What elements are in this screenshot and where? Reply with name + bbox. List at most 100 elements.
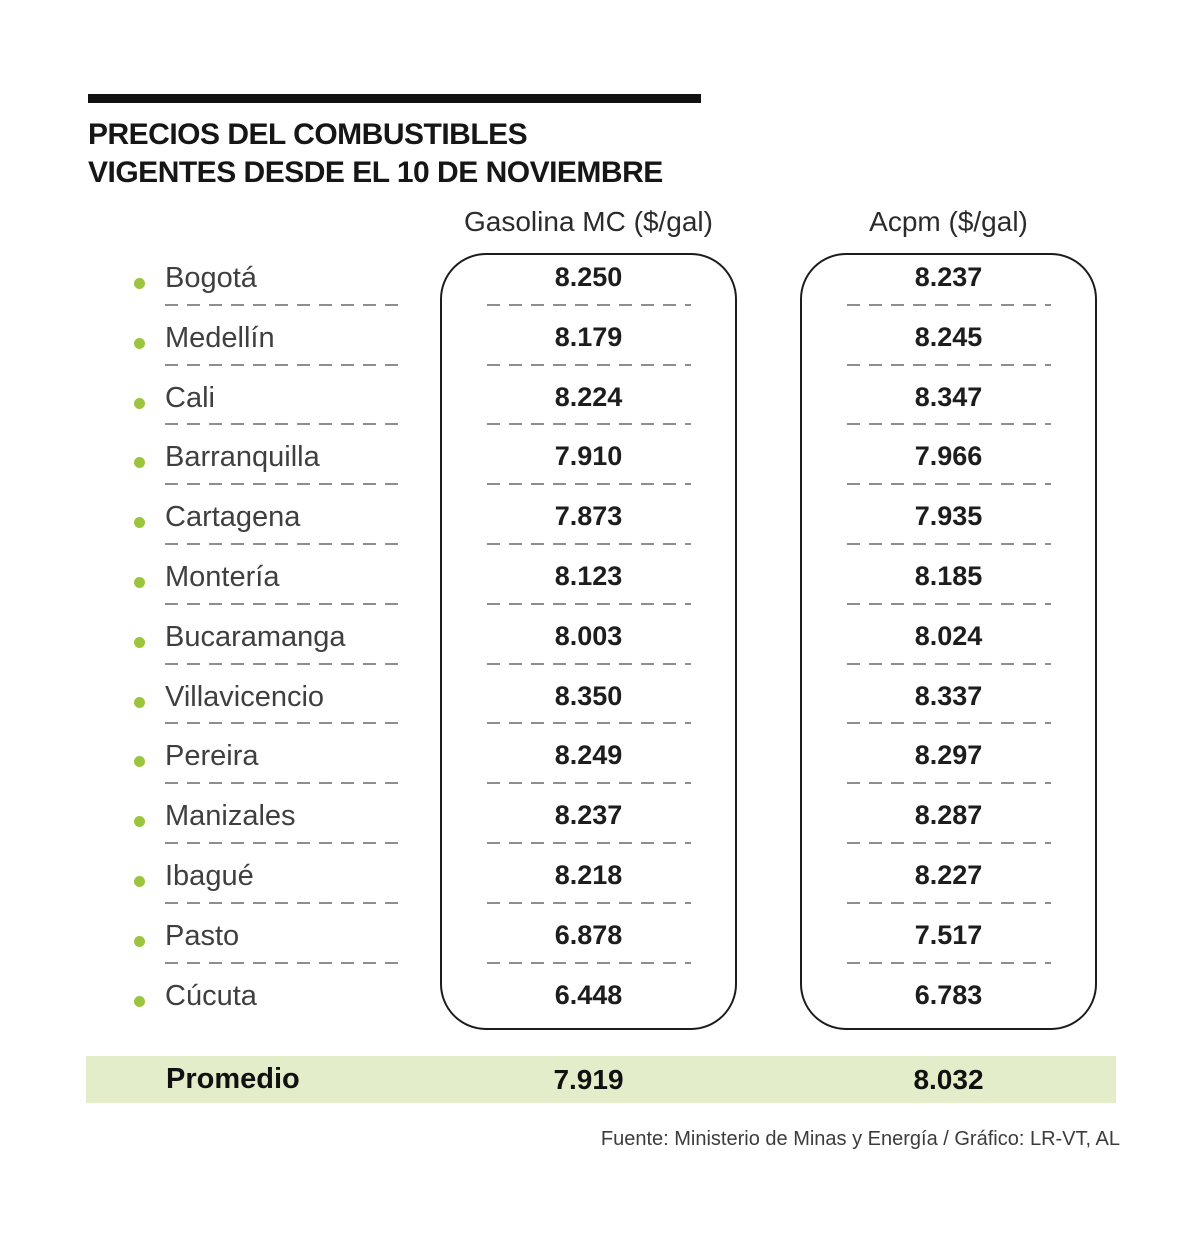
gasolina-value: 7.910 <box>554 441 623 472</box>
city-label: Manizales <box>165 800 296 833</box>
city-cell: Barranquilla <box>88 432 440 492</box>
city-cell: Villavicencio <box>88 672 440 732</box>
bullet-icon <box>134 397 145 409</box>
dashed-divider <box>165 602 401 605</box>
city-cell: Manizales <box>88 791 440 851</box>
dashed-divider <box>846 841 1051 844</box>
page-title-line1: PRECIOS DEL COMBUSTIBLES <box>88 118 528 151</box>
gasolina-value: 8.003 <box>554 620 623 651</box>
city-cell: Montería <box>88 552 440 612</box>
dashed-divider <box>486 901 691 904</box>
acpm-value: 8.347 <box>914 381 983 412</box>
acpm-value-cell: 8.297 <box>800 731 1097 791</box>
dashed-divider <box>486 841 691 844</box>
bullet-icon <box>134 995 145 1007</box>
acpm-value: 7.966 <box>914 441 983 472</box>
gasolina-value-cell: 8.003 <box>440 612 737 672</box>
acpm-value: 6.783 <box>914 979 983 1010</box>
city-cell: Cartagena <box>88 492 440 552</box>
gasolina-value: 8.179 <box>554 321 623 352</box>
gasolina-value: 6.448 <box>554 979 623 1010</box>
acpm-value-cell: 8.347 <box>800 373 1097 433</box>
acpm-value-cell: 8.185 <box>800 552 1097 612</box>
dashed-divider <box>486 483 691 486</box>
dashed-divider <box>846 303 1051 306</box>
gasolina-value-cell: 6.878 <box>440 911 737 971</box>
source-credit: Fuente: Ministerio de Minas y Energía / … <box>600 1128 1120 1150</box>
dashed-divider <box>846 961 1051 964</box>
acpm-value: 8.227 <box>914 859 983 890</box>
dashed-divider <box>846 901 1051 904</box>
acpm-value-cell: 8.245 <box>800 313 1097 373</box>
dashed-divider <box>486 662 691 665</box>
acpm-value: 8.024 <box>914 620 983 651</box>
dashed-divider <box>165 841 401 844</box>
acpm-value-cell: 7.966 <box>800 432 1097 492</box>
acpm-column-outline <box>800 253 1097 1030</box>
bullet-icon <box>134 756 145 768</box>
column-header-gasolina: Gasolina MC ($/gal) <box>464 206 713 237</box>
city-label: Cali <box>165 381 215 414</box>
city-cell: Pereira <box>88 731 440 791</box>
column-header-acpm: Acpm ($/gal) <box>869 206 1028 237</box>
gasolina-value: 8.218 <box>554 859 623 890</box>
dashed-divider <box>165 961 401 964</box>
bullet-icon <box>134 636 145 648</box>
dashed-divider <box>846 722 1051 725</box>
dashed-divider <box>846 363 1051 366</box>
dashed-divider <box>486 423 691 426</box>
acpm-value: 7.935 <box>914 501 983 532</box>
city-label: Villavicencio <box>165 680 325 713</box>
bullet-icon <box>134 875 145 887</box>
acpm-value-cell: 8.287 <box>800 791 1097 851</box>
dashed-divider <box>846 483 1051 486</box>
city-label: Medellín <box>165 321 275 354</box>
city-cell: Cúcuta <box>88 971 440 1031</box>
city-label: Barranquilla <box>165 441 320 474</box>
acpm-value: 8.237 <box>914 262 983 292</box>
gasolina-value-cell: 8.224 <box>440 373 737 433</box>
dashed-divider <box>486 961 691 964</box>
page-title: PRECIOS DEL COMBUSTIBLES VIGENTES DESDE … <box>88 116 663 192</box>
dashed-divider <box>165 423 401 426</box>
bullet-icon <box>134 935 145 947</box>
bullet-icon <box>134 517 145 529</box>
summary-row: Promedio 7.919 8.032 <box>86 1056 1116 1103</box>
summary-acpm-value: 8.032 <box>913 1064 984 1095</box>
city-label: Bogotá <box>165 262 257 294</box>
acpm-value-cell: 6.783 <box>800 971 1097 1031</box>
dashed-divider <box>846 542 1051 545</box>
city-cell: Medellín <box>88 313 440 373</box>
city-label: Pereira <box>165 740 259 773</box>
acpm-value: 8.185 <box>914 560 983 591</box>
dashed-divider <box>165 662 401 665</box>
dashed-divider <box>846 602 1051 605</box>
city-cell: Bogotá <box>88 253 440 313</box>
bullet-icon <box>134 696 145 708</box>
gasolina-value-cell: 8.123 <box>440 552 737 612</box>
acpm-value-cell: 8.237 <box>800 253 1097 313</box>
gasolina-value: 8.224 <box>554 381 623 412</box>
gasolina-value-cell: 6.448 <box>440 971 737 1031</box>
dashed-divider <box>165 483 401 486</box>
bullet-icon <box>134 816 145 828</box>
dashed-divider <box>486 722 691 725</box>
city-label: Pasto <box>165 919 240 952</box>
summary-gasolina-value: 7.919 <box>553 1064 624 1095</box>
title-accent-bar <box>88 94 701 103</box>
acpm-value: 7.517 <box>914 919 983 950</box>
gasolina-value: 8.123 <box>554 560 623 591</box>
dashed-divider <box>165 363 401 366</box>
dashed-divider <box>486 363 691 366</box>
city-cell: Ibagué <box>88 851 440 911</box>
acpm-value: 8.297 <box>914 740 983 771</box>
bullet-icon <box>134 337 145 349</box>
acpm-value-cell: 8.227 <box>800 851 1097 911</box>
dashed-divider <box>165 901 401 904</box>
dashed-divider <box>486 303 691 306</box>
dashed-divider <box>846 423 1051 426</box>
page-title-line2: VIGENTES DESDE EL 10 DE NOVIEMBRE <box>88 156 663 189</box>
city-label: Bucaramanga <box>165 620 346 653</box>
gasolina-value: 8.250 <box>554 262 623 292</box>
gasolina-value: 8.249 <box>554 740 623 771</box>
